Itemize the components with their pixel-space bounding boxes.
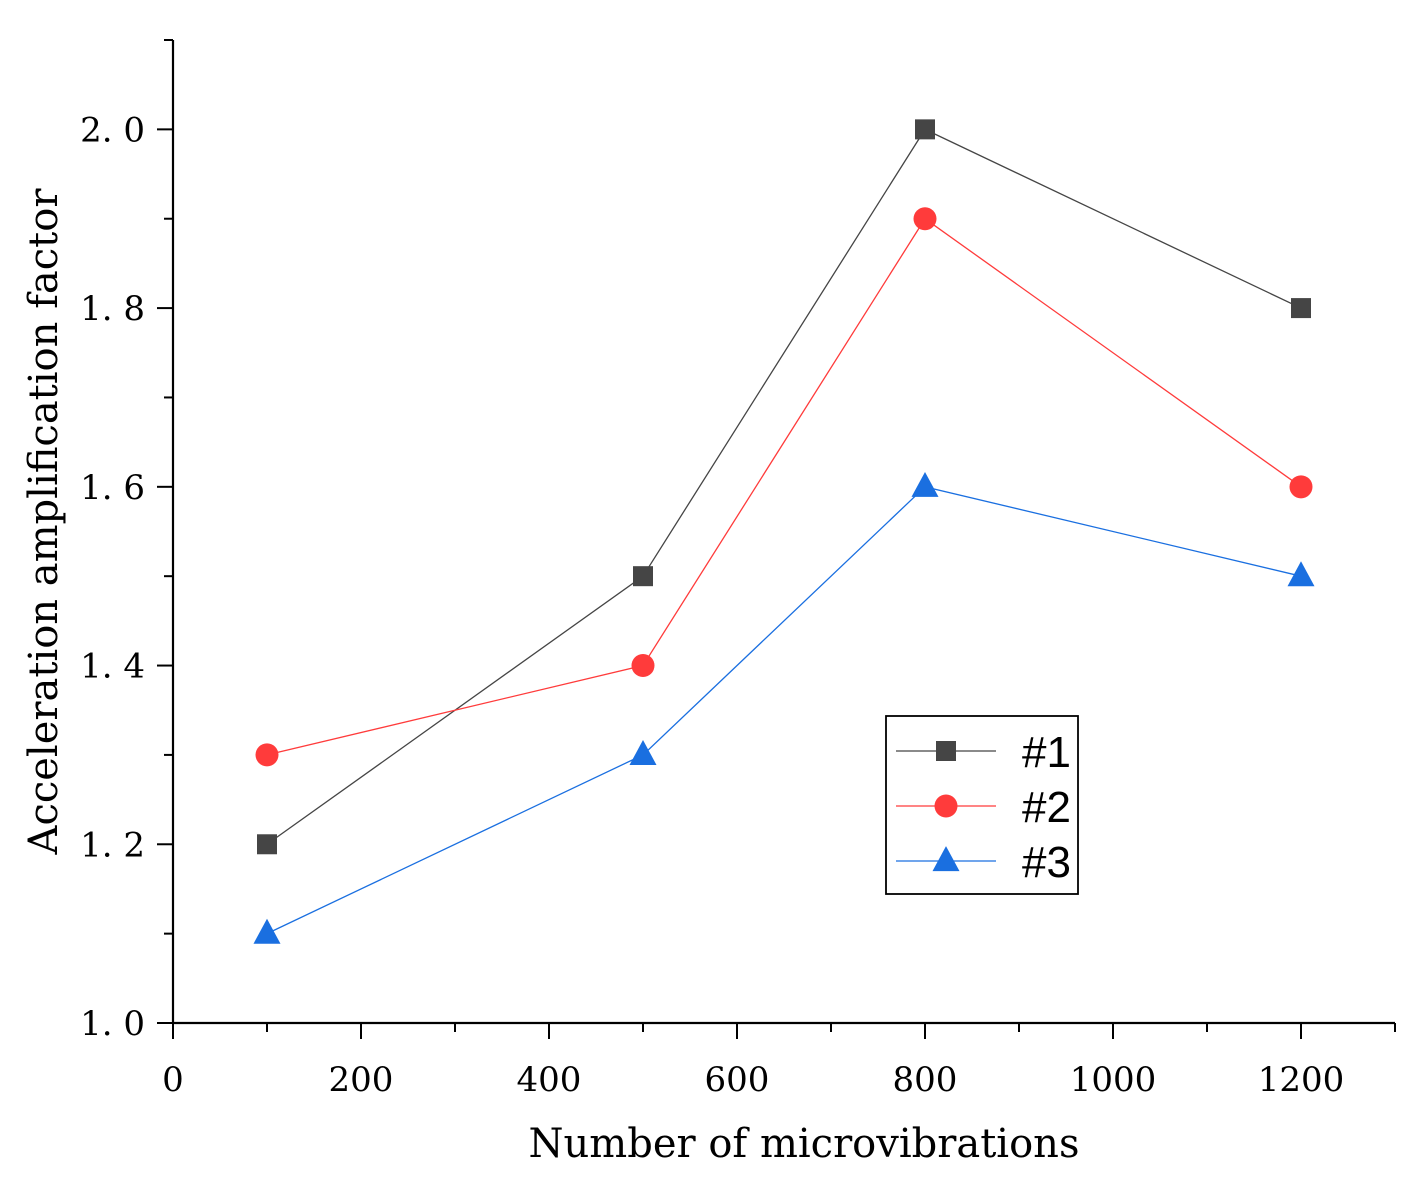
series-line (266, 128, 1302, 845)
axes (171, 40, 1395, 1025)
x-tick-label: 1200 (1258, 1060, 1345, 1100)
data-point-circle (255, 743, 279, 767)
legend: #1 #2 #3 (885, 715, 1079, 895)
y-axis-title: Acceleration amplification factor (21, 188, 67, 856)
x-tick-label: 400 (517, 1060, 582, 1100)
series-line (266, 486, 1302, 935)
y-tick-label: 1. 2 (80, 825, 145, 865)
x-tick-label: 600 (705, 1060, 770, 1100)
x-tick-label: 1000 (1070, 1060, 1157, 1100)
y-tick-label: 2. 0 (80, 110, 145, 150)
legend-box (885, 715, 1079, 895)
series-3 (253, 471, 1315, 944)
legend-item: #2 (896, 783, 1071, 832)
legend-marker-circle (934, 794, 958, 818)
data-point-triangle (253, 918, 281, 944)
y-tick-label: 1. 6 (80, 468, 145, 508)
ticks: 0 200 400 600 800 1000 1200 1. 0 1. 2 1. 4 1. 6 1. … (80, 39, 1396, 1100)
data-point-square (915, 119, 935, 140)
series-line (266, 217, 1302, 756)
legend-marker-square (936, 741, 956, 761)
series-2 (255, 207, 1313, 767)
x-tick-label: 800 (893, 1060, 958, 1100)
data-point-triangle (1287, 561, 1315, 587)
x-tick-label: 200 (329, 1060, 394, 1100)
x-tick-label: 0 (162, 1060, 184, 1100)
data-point-square (633, 566, 653, 587)
y-tick-label: 1. 8 (80, 289, 145, 329)
y-tick-label: 1. 0 (80, 1004, 145, 1044)
legend-label: #1 (1022, 728, 1071, 777)
data-point-triangle (911, 471, 939, 497)
legend-marker-triangle (932, 846, 960, 872)
legend-item: #3 (896, 838, 1071, 887)
data-point-triangle (629, 740, 657, 765)
series-1 (257, 119, 1311, 855)
data-point-circle (1289, 475, 1313, 499)
legend-item: #1 (896, 728, 1071, 777)
data-point-circle (913, 207, 937, 231)
data-point-square (257, 834, 277, 855)
legend-label: #2 (1022, 783, 1071, 832)
legend-label: #3 (1022, 838, 1071, 887)
x-axis-title: Number of microvibrations (529, 1121, 1080, 1167)
data-point-square (1291, 298, 1311, 319)
data-point-circle (631, 654, 655, 678)
y-tick-label: 1. 4 (80, 647, 145, 687)
series-layer (253, 119, 1315, 944)
